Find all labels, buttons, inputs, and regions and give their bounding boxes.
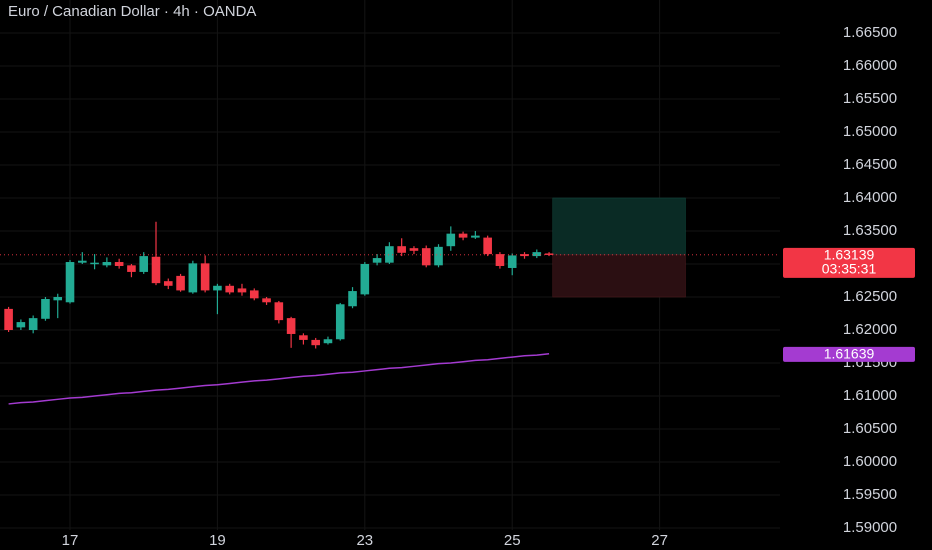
chart-title: Euro / Canadian Dollar · 4h · OANDA xyxy=(8,3,256,20)
candle-body xyxy=(41,298,50,319)
y-tick-label: 1.62500 xyxy=(843,288,897,305)
y-tick-label: 1.59500 xyxy=(843,486,897,503)
candle-body xyxy=(458,233,468,238)
candle-body xyxy=(434,246,443,266)
candle-body xyxy=(225,285,234,293)
y-tick-label: 1.64000 xyxy=(843,189,897,206)
ma-tag xyxy=(783,346,915,362)
x-tick-label: 27 xyxy=(651,532,668,549)
x-tick-label: 23 xyxy=(356,532,373,549)
candle-body xyxy=(471,235,480,238)
y-tick-label: 1.64500 xyxy=(843,156,897,173)
y-tick-label: 1.65500 xyxy=(843,90,897,107)
candle-body xyxy=(385,246,394,263)
price-tag-label: 1.63139 xyxy=(824,247,875,263)
candle-body xyxy=(176,275,185,291)
candle-body xyxy=(65,262,75,303)
candle-body xyxy=(274,302,284,321)
countdown: 03:35:31 xyxy=(822,261,877,277)
candle-body xyxy=(16,322,26,328)
y-tick-label: 1.59000 xyxy=(843,519,897,536)
y-tick-label: 1.62000 xyxy=(843,321,897,338)
candle-body xyxy=(409,248,419,251)
candle-body xyxy=(532,252,542,257)
candle-body xyxy=(90,262,99,265)
candle-body xyxy=(163,281,173,286)
candle-body xyxy=(78,260,87,263)
candle-body xyxy=(213,285,222,291)
candle-body xyxy=(335,304,345,340)
price-tag xyxy=(783,247,915,278)
candle-body xyxy=(348,291,357,307)
x-tick-label: 19 xyxy=(209,532,226,549)
candle-body xyxy=(127,265,136,272)
candle-body xyxy=(323,339,333,344)
candle-body xyxy=(421,248,431,266)
y-tick-label: 1.66000 xyxy=(843,57,897,74)
candle-body xyxy=(507,255,517,268)
candle-body xyxy=(311,339,320,346)
candle-body xyxy=(102,262,112,266)
candle-body xyxy=(114,262,124,266)
stop-zone xyxy=(552,254,686,298)
x-tick-label: 25 xyxy=(504,532,521,549)
candle-body xyxy=(237,288,247,293)
candle-body xyxy=(151,256,161,284)
candle-body xyxy=(4,308,13,331)
y-tick-label: 1.66500 xyxy=(843,24,897,41)
candle-body xyxy=(28,318,38,331)
candle-body xyxy=(495,254,505,266)
candle-body xyxy=(544,253,554,255)
x-tick-label: 17 xyxy=(62,532,79,549)
candle-body xyxy=(188,263,198,293)
target-zone xyxy=(552,197,686,256)
candle-body xyxy=(483,237,492,255)
candle-body xyxy=(249,290,259,299)
candle-body xyxy=(200,263,210,291)
candle-body xyxy=(397,246,406,253)
candle-body xyxy=(299,335,308,340)
y-tick-label: 1.60500 xyxy=(843,420,897,437)
ma-tag-label: 1.61639 xyxy=(824,346,875,362)
candle-body xyxy=(53,297,63,301)
y-tick-label: 1.61000 xyxy=(843,387,897,404)
candle-body xyxy=(262,298,271,303)
y-tick-label: 1.65000 xyxy=(843,123,897,140)
candle-body xyxy=(372,258,382,263)
candle-body xyxy=(286,318,296,334)
candle-body xyxy=(360,264,370,295)
candle-body xyxy=(446,233,456,247)
candle-body xyxy=(139,256,149,272)
ma-line xyxy=(8,353,550,405)
y-tick-label: 1.63500 xyxy=(843,222,897,239)
y-tick-label: 1.60000 xyxy=(843,453,897,470)
